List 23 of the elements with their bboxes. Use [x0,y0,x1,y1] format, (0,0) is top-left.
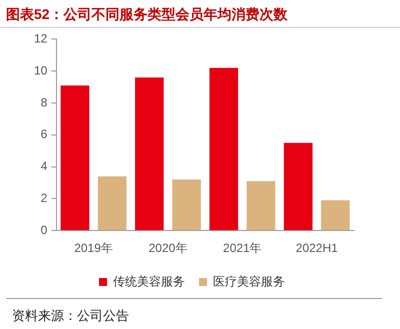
bar [172,180,201,230]
y-tick-label: 6 [40,127,48,142]
bar [246,181,276,230]
bar [209,68,238,230]
chart-title: 图表52：公司不同服务类型会员年均消费次数 [0,0,400,28]
legend-label: 传统美容服务 [113,274,185,288]
x-tick-label: 2020年 [148,241,188,256]
y-tick-label: 10 [34,63,48,78]
y-tick-label: 8 [40,95,48,110]
x-tick-label: 2019年 [74,241,113,256]
bar [284,142,313,230]
x-tick-label: 2021年 [223,241,262,256]
x-tick-label: 2022H1 [296,241,338,256]
bar [321,200,350,230]
y-tick-label: 2 [40,191,48,206]
bar [135,77,164,230]
legend-label: 医疗美容服务 [213,274,285,288]
bar [60,85,90,230]
text: 资料来源：公司公告 [6,298,382,325]
y-tick-label: 0 [40,222,48,237]
y-tick-label: 4 [40,159,48,174]
bar [98,176,126,230]
y-tick-label: 12 [34,32,48,46]
